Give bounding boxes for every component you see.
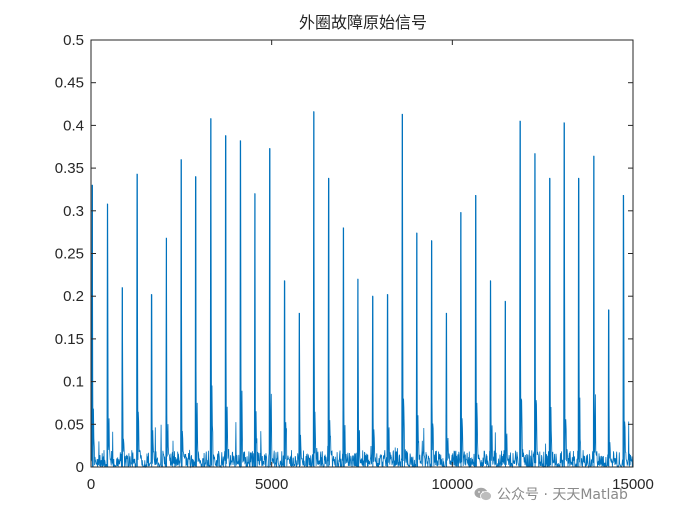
y-tick-label: 0.1 bbox=[63, 374, 84, 391]
signal-series bbox=[90, 111, 634, 469]
y-tick-label: 0.45 bbox=[55, 75, 84, 92]
y-tick-label: 0.5 bbox=[63, 32, 84, 49]
x-axis: 0 5000 10000 15000 bbox=[87, 40, 654, 493]
y-tick-label: 0.15 bbox=[55, 331, 84, 348]
y-tick-label: 0.35 bbox=[55, 160, 84, 177]
y-tick-label: 0 bbox=[76, 459, 84, 476]
watermark: 公众号 · 天天Matlab bbox=[474, 484, 628, 504]
chart-title: 外圈故障原始信号 bbox=[299, 13, 427, 32]
y-tick-label: 0.2 bbox=[63, 288, 84, 305]
x-tick-label: 10000 bbox=[431, 476, 473, 493]
y-axis: 0 0.05 0.1 0.15 0.2 0.25 0.3 0.35 0.4 0.45 0.5 bbox=[55, 32, 633, 476]
x-tick-label: 0 bbox=[87, 476, 95, 493]
y-tick-label: 0.4 bbox=[63, 117, 84, 134]
y-tick-label: 0.3 bbox=[63, 203, 84, 220]
wechat-icon bbox=[474, 487, 492, 502]
x-tick-label: 15000 bbox=[612, 476, 654, 493]
y-tick-label: 0.05 bbox=[55, 416, 84, 433]
watermark-text: 公众号 · 天天Matlab bbox=[497, 487, 628, 503]
x-tick-label: 5000 bbox=[255, 476, 288, 493]
y-tick-label: 0.25 bbox=[55, 246, 84, 263]
